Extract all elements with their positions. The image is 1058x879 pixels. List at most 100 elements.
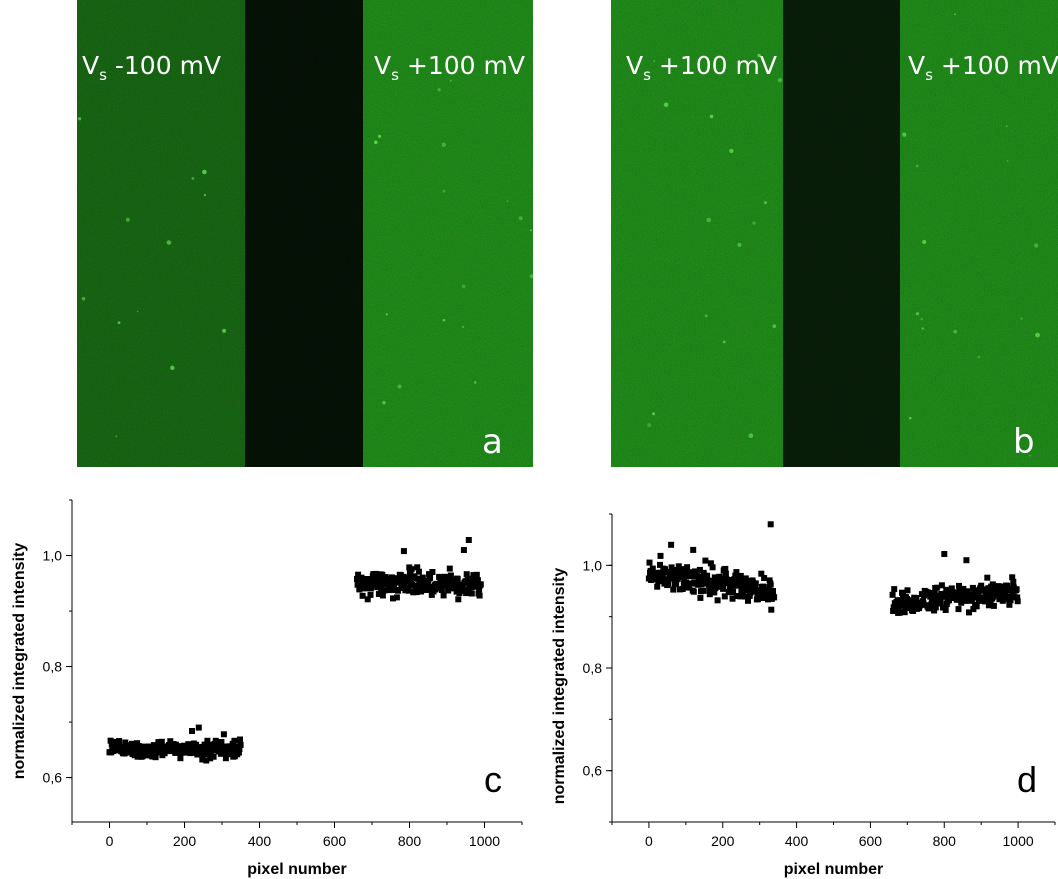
fluorescent-speckle	[506, 200, 509, 202]
fluorescent-speckle	[737, 242, 742, 247]
fluorescent-speckle	[382, 401, 386, 405]
data-point	[706, 587, 713, 594]
data-point	[654, 583, 661, 590]
data-point	[657, 561, 663, 568]
fluorescent-speckle	[953, 13, 956, 16]
data-point	[134, 753, 141, 760]
fluorescent-speckle	[397, 384, 402, 389]
data-point	[646, 559, 653, 566]
data-point	[225, 750, 232, 757]
data-point	[690, 546, 697, 553]
data-point	[463, 590, 470, 597]
data-point	[735, 578, 742, 585]
data-point	[404, 575, 411, 582]
fluorescent-speckle	[442, 318, 446, 322]
data-point	[166, 741, 173, 748]
data-point	[229, 746, 236, 753]
data-point	[767, 521, 774, 528]
y-axis-label: normalized integrated intensity	[11, 543, 28, 780]
data-point	[465, 537, 472, 543]
data-point	[112, 738, 119, 745]
data-point	[355, 571, 362, 578]
data-point	[436, 573, 443, 580]
data-point	[913, 595, 920, 601]
data-point	[231, 737, 238, 744]
data-point	[768, 606, 775, 613]
fluorescent-speckle	[663, 102, 669, 108]
data-point	[742, 575, 749, 582]
data-point	[896, 609, 903, 616]
fluorescent-speckle	[1035, 332, 1040, 338]
data-point	[414, 564, 421, 571]
data-point	[136, 747, 143, 754]
data-point	[665, 580, 672, 587]
fluorescent-speckle	[437, 88, 441, 92]
data-point	[393, 594, 400, 601]
fluorescent-speckle	[953, 329, 958, 334]
data-point	[691, 568, 698, 575]
data-point	[760, 595, 767, 601]
data-point	[477, 581, 484, 588]
data-point	[708, 584, 715, 591]
data-point	[233, 743, 240, 750]
data-point	[400, 548, 407, 555]
data-point	[662, 566, 668, 573]
y-tick-label: 1,0	[583, 557, 603, 573]
fluorescent-speckle	[191, 177, 195, 180]
data-point	[963, 557, 970, 564]
data-point	[770, 588, 776, 594]
data-point	[709, 564, 716, 571]
micrograph-b-image	[611, 0, 1058, 467]
data-point	[438, 587, 445, 593]
data-point	[966, 609, 972, 616]
data-point	[933, 584, 940, 591]
data-point	[649, 565, 656, 572]
data-point	[400, 573, 407, 580]
data-point	[468, 590, 475, 597]
data-point	[937, 599, 944, 606]
data-point	[686, 584, 693, 591]
x-tick-label: 400	[785, 833, 809, 849]
x-tick-label: 0	[106, 833, 114, 849]
data-point	[456, 590, 463, 596]
data-point	[207, 755, 214, 762]
data-point	[990, 602, 997, 609]
data-point	[668, 541, 675, 548]
data-point	[426, 571, 432, 578]
fluorescent-speckle	[729, 148, 734, 154]
data-point	[690, 588, 697, 595]
data-point	[668, 564, 675, 571]
data-point	[684, 564, 691, 571]
fluorescent-speckle	[385, 313, 388, 316]
data-point	[899, 589, 905, 596]
data-point	[910, 608, 917, 614]
data-point	[711, 574, 718, 581]
data-point	[657, 552, 664, 559]
data-point	[199, 756, 206, 763]
data-point	[938, 582, 945, 589]
fluorescent-speckle	[757, 53, 761, 58]
data-point	[960, 585, 967, 592]
fluorescent-speckle	[921, 327, 924, 330]
data-point	[771, 594, 778, 601]
data-point	[997, 594, 1003, 600]
data-point	[438, 581, 445, 588]
data-point	[378, 583, 385, 590]
fluorescent-speckle	[752, 221, 756, 225]
fluorescent-speckle	[922, 239, 927, 245]
y-axis-label: normalized integrated intensity	[551, 568, 568, 805]
fluorescent-speckle	[202, 169, 207, 175]
data-point	[700, 587, 707, 594]
data-point	[752, 580, 759, 587]
y-tick-label: 0,8	[583, 660, 603, 676]
data-point	[210, 753, 217, 760]
data-point	[673, 581, 680, 588]
data-point	[139, 753, 146, 760]
panel-letter: d	[1017, 759, 1037, 800]
data-point	[1006, 601, 1013, 608]
y-tick-label: 0,6	[583, 763, 603, 779]
data-point	[365, 576, 372, 583]
data-point	[195, 724, 202, 731]
data-point	[1003, 596, 1010, 603]
